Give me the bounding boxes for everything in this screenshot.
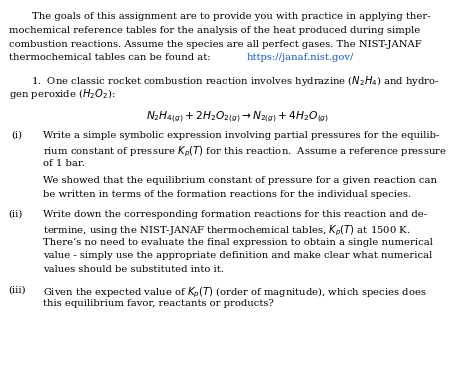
- Text: mochemical reference tables for the analysis of the heat produced during simple: mochemical reference tables for the anal…: [9, 26, 420, 35]
- Text: We showed that the equilibrium constant of pressure for a given reaction can: We showed that the equilibrium constant …: [43, 176, 437, 185]
- Text: Write a simple symbolic expression involving partial pressures for the equilib-: Write a simple symbolic expression invol…: [43, 131, 439, 140]
- Text: $N_2H_{4(g)} + 2H_2O_{2(g)} \rightarrow N_{2(g)} + 4H_2O_{(g)}$: $N_2H_{4(g)} + 2H_2O_{2(g)} \rightarrow …: [146, 110, 328, 125]
- Text: termine, using the NIST-JANAF thermochemical tables, $K_p(T)$ at 1500 K.: termine, using the NIST-JANAF thermochem…: [43, 224, 410, 238]
- Text: combustion reactions. Assume the species are all perfect gases. The NIST-JANAF: combustion reactions. Assume the species…: [9, 40, 421, 49]
- Text: There’s no need to evaluate the final expression to obtain a single numerical: There’s no need to evaluate the final ex…: [43, 238, 433, 247]
- Text: this equilibrium favor, reactants or products?: this equilibrium favor, reactants or pro…: [43, 299, 273, 309]
- Text: The goals of this assignment are to provide you with practice in applying ther-: The goals of this assignment are to prov…: [32, 12, 431, 21]
- Text: value - simply use the appropriate definition and make clear what numerical: value - simply use the appropriate defin…: [43, 251, 432, 261]
- Text: (ii): (ii): [9, 210, 23, 219]
- Text: thermochemical tables can be found at:: thermochemical tables can be found at:: [9, 53, 217, 63]
- Text: https://janaf.nist.gov/: https://janaf.nist.gov/: [246, 53, 354, 63]
- Text: (iii): (iii): [9, 285, 26, 295]
- Text: (i): (i): [11, 131, 22, 140]
- Text: Write down the corresponding formation reactions for this reaction and de-: Write down the corresponding formation r…: [43, 210, 427, 219]
- Text: be written in terms of the formation reactions for the individual species.: be written in terms of the formation rea…: [43, 190, 411, 199]
- Text: values should be substituted into it.: values should be substituted into it.: [43, 265, 224, 274]
- Text: of 1 bar.: of 1 bar.: [43, 158, 84, 168]
- Text: 1.  One classic rocket combustion reaction involves hydrazine ($N_2H_4$) and hyd: 1. One classic rocket combustion reactio…: [31, 74, 440, 87]
- Text: rium constant of pressure $K_p(T)$ for this reaction.  Assume a reference pressu: rium constant of pressure $K_p(T)$ for t…: [43, 145, 447, 159]
- Text: Given the expected value of $K_p(T)$ (order of magnitude), which species does: Given the expected value of $K_p(T)$ (or…: [43, 285, 426, 300]
- Text: gen peroxide ($H_2O_2$):: gen peroxide ($H_2O_2$):: [9, 87, 115, 101]
